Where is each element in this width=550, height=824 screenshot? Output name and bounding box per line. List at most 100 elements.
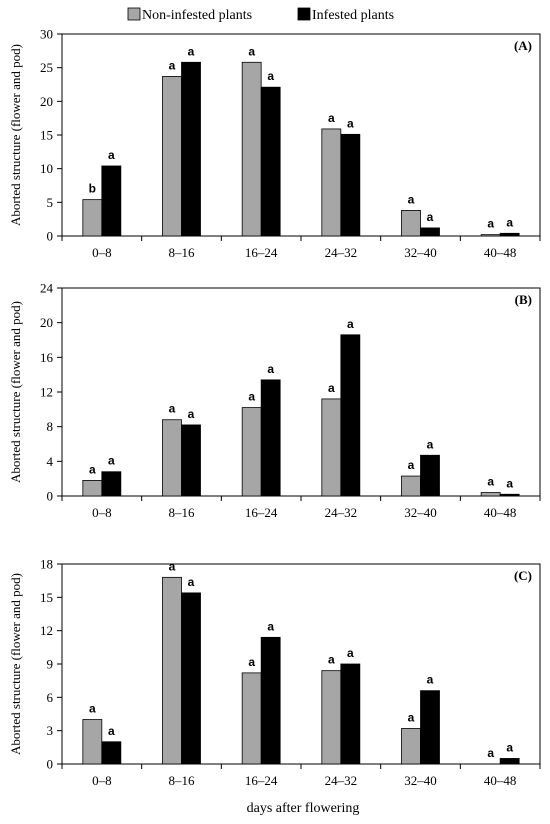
significance-letter: a: [169, 58, 176, 72]
x-tick-label: 8–16: [169, 505, 196, 520]
significance-letter: a: [188, 407, 195, 421]
y-tick-label: 3: [47, 723, 54, 738]
y-tick-label: 4: [47, 454, 54, 469]
bar-non-infested: [321, 398, 342, 497]
y-tick-label: 0: [47, 757, 54, 772]
bar-non-infested: [401, 475, 421, 497]
significance-letter: a: [328, 381, 335, 395]
y-axis-label: Aborted structure (flower and pod): [8, 573, 23, 755]
x-tick-label: 40–48: [484, 245, 517, 260]
bar-infested: [340, 663, 361, 765]
y-tick-label: 8: [47, 419, 54, 434]
plot-frame: [61, 287, 541, 497]
bar-non-infested: [82, 199, 103, 237]
bar-infested: [499, 758, 520, 765]
significance-letter: a: [267, 619, 274, 633]
bar-infested: [420, 690, 440, 765]
bar-non-infested: [162, 76, 182, 237]
bar-infested: [260, 636, 281, 765]
bar-infested: [181, 592, 201, 765]
x-tick-label: 16–24: [245, 245, 278, 260]
x-tick-label: 32–40: [404, 773, 437, 788]
significance-letter: a: [427, 437, 434, 451]
bar-non-infested: [241, 407, 262, 497]
bar-non-infested: [82, 719, 103, 765]
significance-letter: a: [248, 655, 255, 669]
x-tick-label: 16–24: [245, 773, 278, 788]
y-tick-label: 9: [47, 657, 54, 672]
significance-letter: a: [408, 458, 415, 472]
bar-infested: [101, 741, 122, 765]
x-tick-label: 0–8: [92, 505, 112, 520]
significance-letter: a: [408, 192, 415, 206]
bar-infested: [499, 493, 520, 497]
y-tick-label: 16: [40, 350, 54, 365]
bar-infested: [420, 227, 440, 237]
bar-non-infested: [480, 492, 501, 497]
bar-infested: [340, 133, 361, 237]
legend-label-non-infested: Non-infested plants: [142, 8, 252, 23]
y-axis-label: Aborted structure (flower and pod): [8, 301, 23, 483]
y-tick-label: 10: [40, 161, 53, 176]
significance-letter: b: [89, 182, 96, 196]
significance-letter: a: [328, 111, 335, 125]
significance-letter: a: [347, 317, 354, 331]
y-tick-label: 12: [40, 385, 53, 400]
y-tick-label: 20: [40, 94, 53, 109]
y-tick-label: 24: [40, 281, 54, 296]
significance-letter: a: [506, 476, 513, 490]
x-tick-label: 16–24: [245, 505, 278, 520]
y-tick-label: 25: [40, 60, 53, 75]
plot-frame: [61, 563, 541, 765]
significance-letter: a: [267, 69, 274, 83]
y-tick-label: 0: [47, 229, 54, 244]
significance-letter: a: [487, 217, 494, 231]
bar-infested: [101, 471, 122, 497]
significance-letter: a: [248, 390, 255, 404]
legend-swatch-non-infested: [127, 7, 141, 21]
panel-label: (B): [515, 292, 532, 307]
significance-letter: a: [427, 210, 434, 224]
significance-letter: a: [487, 475, 494, 489]
bar-non-infested: [162, 576, 182, 765]
x-tick-label: 40–48: [484, 505, 517, 520]
x-tick-label: 8–16: [169, 773, 196, 788]
significance-letter: a: [89, 702, 96, 716]
significance-letter: a: [89, 462, 96, 476]
bar-non-infested: [321, 128, 342, 237]
significance-letter: a: [108, 454, 115, 468]
x-tick-label: 40–48: [484, 773, 517, 788]
significance-letter: a: [506, 215, 513, 229]
bar-non-infested: [241, 61, 262, 237]
x-tick-label: 32–40: [404, 505, 437, 520]
significance-letter: a: [347, 116, 354, 130]
y-tick-label: 6: [47, 690, 54, 705]
significance-letter: a: [108, 148, 115, 162]
y-tick-label: 15: [40, 590, 53, 605]
significance-letter: a: [267, 362, 274, 376]
bar-non-infested: [480, 234, 501, 237]
bar-infested: [499, 232, 520, 237]
panel-label: (C): [514, 568, 532, 583]
bar-non-infested: [401, 728, 421, 765]
x-axis-label: days after flowering: [247, 801, 360, 816]
significance-letter: a: [248, 44, 255, 58]
legend: Non-infested plants Infested plants: [127, 7, 394, 23]
bar-infested: [181, 61, 201, 237]
bar-infested: [181, 424, 201, 497]
x-tick-label: 32–40: [404, 245, 437, 260]
significance-letter: a: [347, 646, 354, 660]
significance-letter: a: [188, 575, 195, 589]
bar-non-infested: [241, 672, 262, 765]
bar-infested: [101, 165, 122, 237]
bar-non-infested: [321, 670, 342, 765]
significance-letter: a: [328, 653, 335, 667]
significance-letter: a: [108, 724, 115, 738]
y-tick-label: 12: [40, 623, 53, 638]
bar-infested: [260, 379, 281, 497]
plot-frame: [61, 33, 541, 237]
